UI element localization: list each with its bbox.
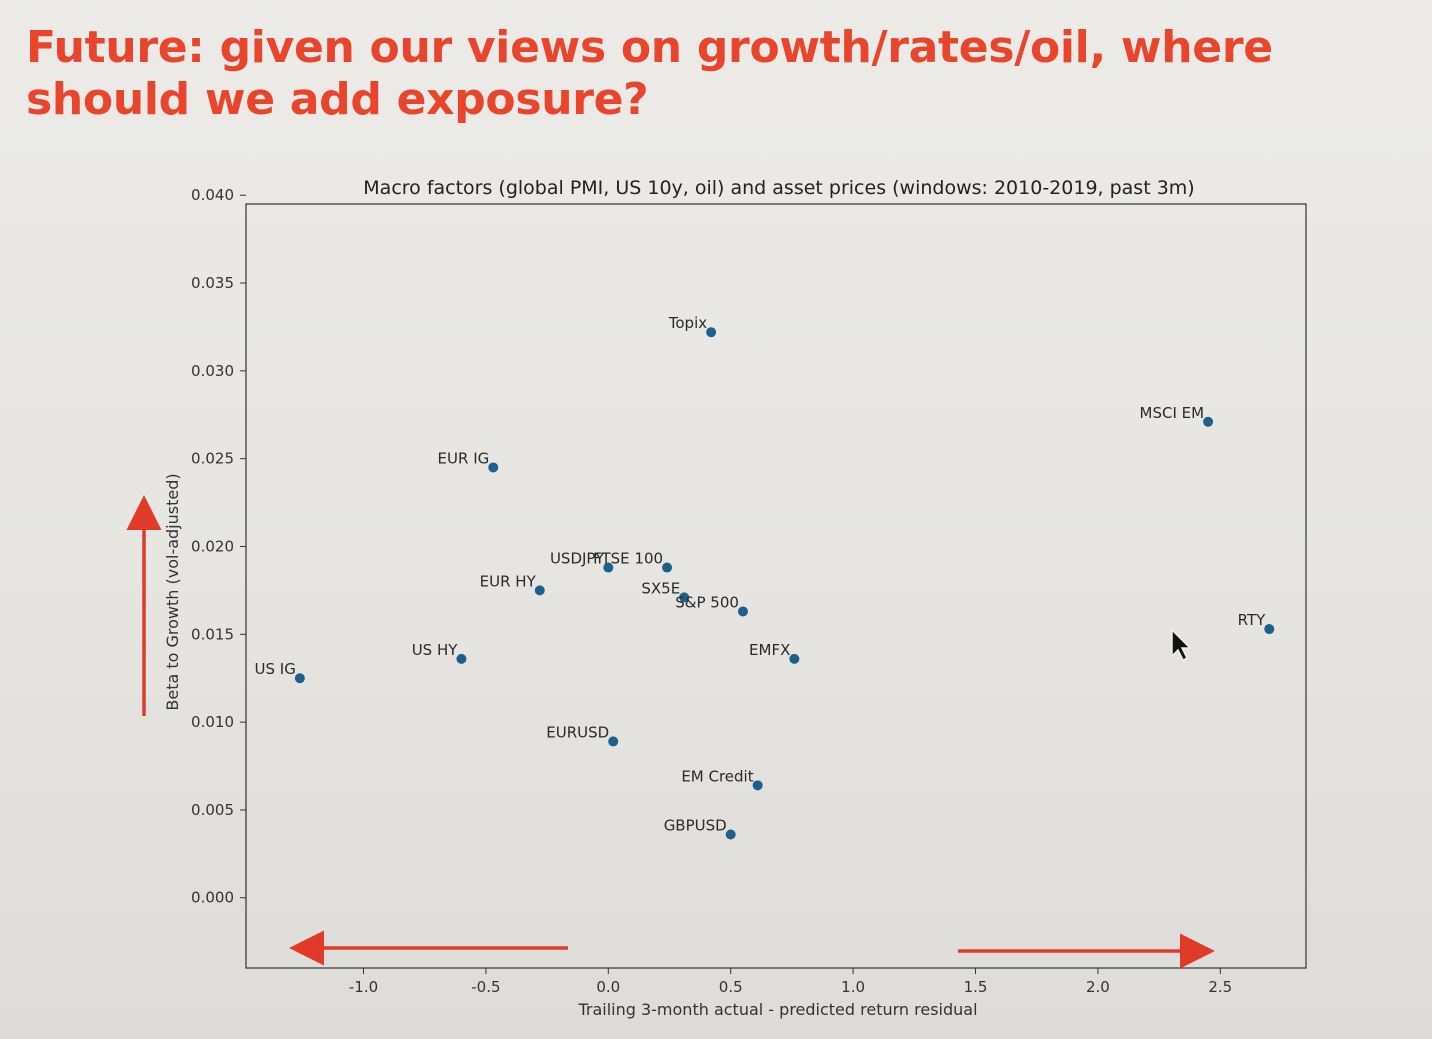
y-tick-label: 0.005 xyxy=(191,801,234,819)
x-tick-label: 0.0 xyxy=(596,978,620,996)
y-tick-label: 0.035 xyxy=(191,274,234,292)
data-point-label: US IG xyxy=(255,660,296,678)
data-point xyxy=(706,327,717,338)
data-point xyxy=(603,562,614,573)
mouse-cursor-icon xyxy=(1171,628,1192,662)
x-tick-label: -0.5 xyxy=(471,978,500,996)
y-axis-label: Beta to Growth (vol-adjusted) xyxy=(163,473,182,710)
x-tick-label: 1.5 xyxy=(964,978,988,996)
x-tick-label: 0.5 xyxy=(719,978,743,996)
data-point xyxy=(679,592,690,603)
data-point-label: S&P 500 xyxy=(675,593,739,611)
x-tick-label: 2.0 xyxy=(1086,978,1110,996)
y-tick-label: 0.025 xyxy=(191,450,234,468)
x-axis-label: Trailing 3-month actual - predicted retu… xyxy=(577,1000,977,1019)
data-point-label: Topix xyxy=(668,314,707,332)
y-tick-label: 0.015 xyxy=(191,625,234,643)
y-tick-label: 0.000 xyxy=(191,889,234,907)
y-axis-ticks: 0.000 0.005 0.010 0.015 0.020 0.025 0.030 0.035… xyxy=(191,186,246,907)
y-tick-label: 0.020 xyxy=(191,537,234,555)
data-point xyxy=(752,780,763,791)
data-point xyxy=(456,653,467,664)
data-point-label: EMFX xyxy=(749,641,790,659)
data-point xyxy=(534,585,545,596)
chart-title: Macro factors (global PMI, US 10y, oil) … xyxy=(363,177,1194,199)
y-tick-label: 0.040 xyxy=(191,186,234,204)
data-point-label: EURUSD xyxy=(546,723,609,741)
data-point-label: EUR HY xyxy=(480,572,537,590)
data-point-label: USDJPY xyxy=(550,550,605,568)
data-point xyxy=(1203,416,1214,427)
x-tick-label: 1.0 xyxy=(841,978,865,996)
data-point xyxy=(488,462,499,473)
data-point xyxy=(662,562,673,573)
y-tick-label: 0.010 xyxy=(191,713,234,731)
data-point-label: SX5E xyxy=(641,579,680,597)
data-point xyxy=(1264,624,1275,635)
x-tick-label: -1.0 xyxy=(349,978,378,996)
slide-title: Future: given our views on growth/rates/… xyxy=(26,22,1273,125)
data-point xyxy=(725,829,736,840)
data-point-label: MSCI EM xyxy=(1140,404,1205,422)
data-point xyxy=(294,673,305,684)
data-point-label: US HY xyxy=(412,641,459,659)
data-point-label: EM Credit xyxy=(681,767,753,785)
data-point xyxy=(737,606,748,617)
y-tick-label: 0.030 xyxy=(191,362,234,380)
x-tick-label: 2.5 xyxy=(1208,978,1232,996)
data-point xyxy=(608,736,619,747)
plot-frame xyxy=(245,203,1307,969)
data-point-label: EUR IG xyxy=(438,449,490,467)
data-point-label: GBPUSD xyxy=(664,817,727,835)
x-axis-ticks: -1.0 -0.5 0.0 0.5 1.0 1.5 2.0 2.5 xyxy=(349,968,1232,996)
data-point-label: RTY xyxy=(1238,611,1266,629)
data-point-label: FTSE 100 xyxy=(593,550,663,568)
data-point xyxy=(789,653,800,664)
